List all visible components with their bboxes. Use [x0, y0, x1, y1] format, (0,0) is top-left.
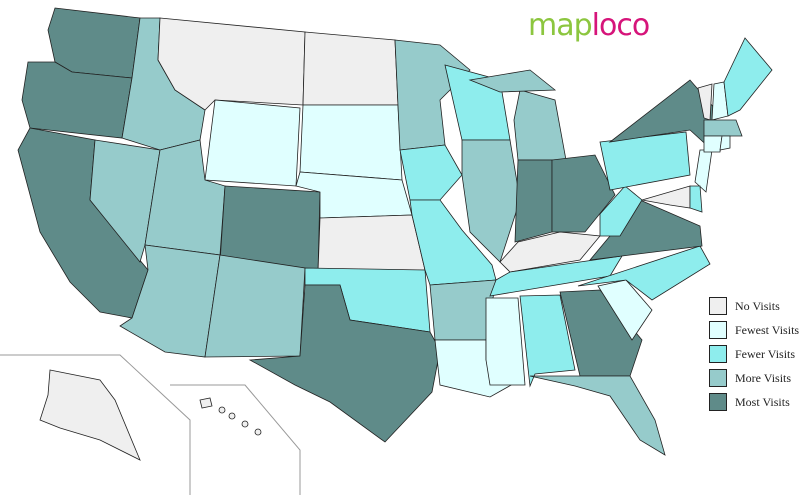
legend-swatch: [709, 297, 727, 315]
logo-loco: loco: [591, 8, 651, 43]
legend-swatch: [709, 393, 727, 411]
state-in[interactable]: [514, 159, 553, 243]
legend-swatch: [709, 369, 727, 387]
legend-label: Fewer Visits: [735, 346, 796, 361]
state-fl[interactable]: [529, 375, 666, 456]
state-ga[interactable]: [559, 289, 643, 377]
state-tx[interactable]: [248, 284, 441, 443]
state-me[interactable]: [723, 37, 773, 117]
state-hi-island[interactable]: [254, 428, 262, 436]
legend-item-fewest: Fewest Visits: [709, 318, 799, 342]
state-ks[interactable]: [317, 214, 426, 273]
state-nc[interactable]: [577, 245, 711, 301]
state-wy[interactable]: [204, 99, 301, 187]
legend-label: Most Visits: [735, 394, 790, 409]
state-hi[interactable]: [199, 397, 213, 409]
state-ms[interactable]: [485, 297, 526, 386]
state-nv[interactable]: [89, 139, 161, 263]
state-pa[interactable]: [599, 131, 691, 191]
state-mi-up[interactable]: [468, 69, 557, 93]
state-sd[interactable]: [299, 104, 403, 181]
legend-label: More Visits: [735, 370, 792, 385]
state-ri[interactable]: [719, 135, 731, 151]
legend-item-more: More Visits: [709, 366, 799, 390]
state-de[interactable]: [689, 185, 703, 213]
logo-map: map: [528, 8, 593, 43]
legend: No Visits Fewest Visits Fewer Visits Mor…: [709, 294, 799, 414]
legend-swatch: [709, 345, 727, 363]
state-ia[interactable]: [399, 144, 463, 201]
state-sc[interactable]: [597, 279, 653, 341]
state-al[interactable]: [519, 294, 576, 388]
state-nm[interactable]: [204, 254, 306, 358]
legend-item-none: No Visits: [709, 294, 799, 318]
state-hi-island[interactable]: [228, 412, 236, 420]
legend-swatch: [709, 321, 727, 339]
inset-frame: [0, 354, 301, 495]
state-ak[interactable]: [39, 369, 141, 461]
state-mi[interactable]: [513, 89, 567, 161]
state-wv[interactable]: [599, 185, 643, 237]
legend-label: No Visits: [735, 298, 780, 313]
state-ct[interactable]: [703, 135, 723, 153]
state-ma[interactable]: [703, 119, 743, 137]
state-hi-island[interactable]: [241, 420, 249, 428]
state-hi-island[interactable]: [218, 406, 226, 414]
legend-item-fewer: Fewer Visits: [709, 342, 799, 366]
maploco-logo[interactable]: maploco: [528, 8, 651, 43]
legend-item-most: Most Visits: [709, 390, 799, 414]
legend-label: Fewest Visits: [735, 322, 800, 337]
state-tn[interactable]: [489, 255, 623, 297]
state-nd[interactable]: [302, 31, 399, 106]
